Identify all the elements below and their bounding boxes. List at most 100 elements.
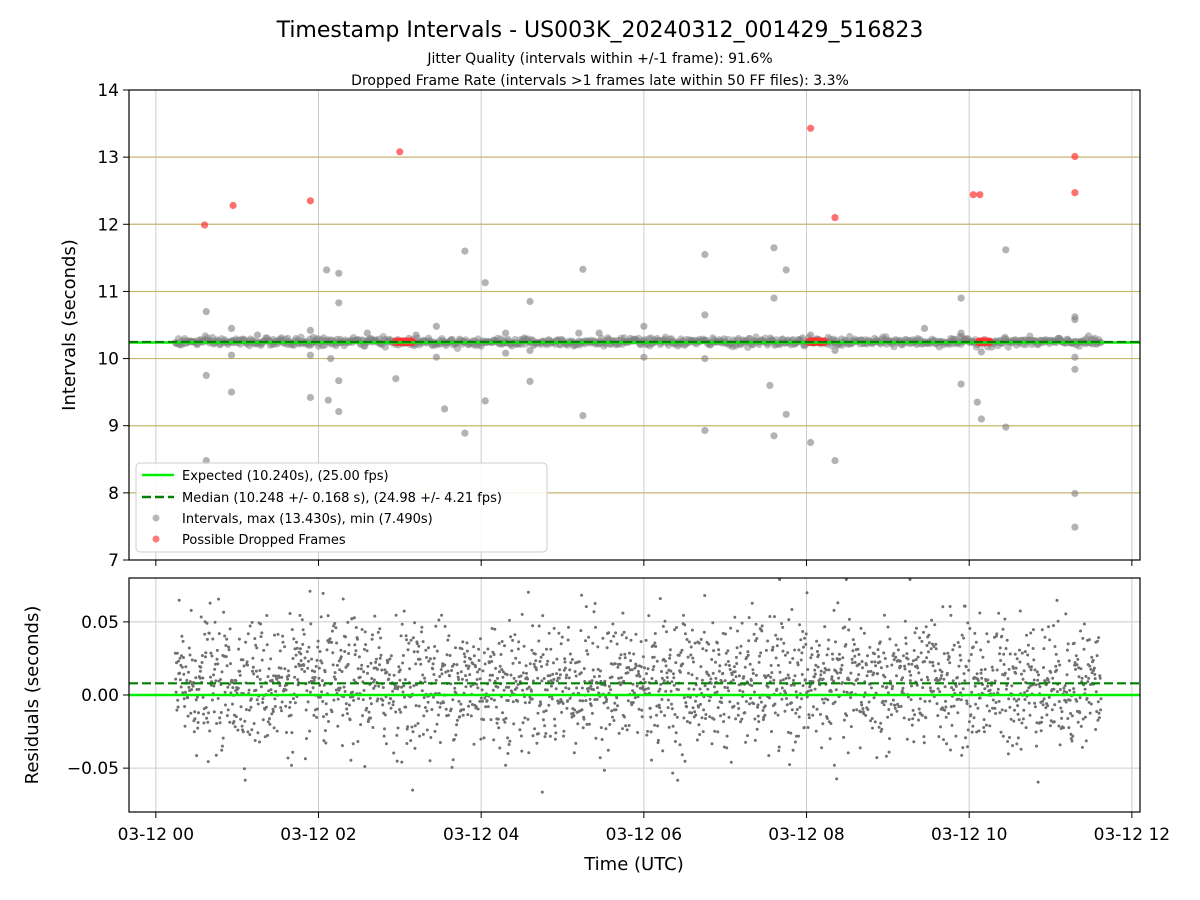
residuals-y-tick-label: −0.05 xyxy=(67,759,119,779)
residual-point xyxy=(253,637,257,641)
residual-point xyxy=(189,608,193,612)
x-tick-label: 03-12 00 xyxy=(118,825,194,845)
residual-point xyxy=(971,724,975,728)
residual-point xyxy=(199,615,203,619)
interval-outlier-point xyxy=(1071,489,1079,498)
residual-point xyxy=(794,711,798,715)
residual-point xyxy=(334,626,338,630)
interval-outlier-point xyxy=(441,405,449,413)
residual-point xyxy=(472,645,476,649)
residual-point xyxy=(776,713,780,717)
residual-point xyxy=(234,715,238,719)
residual-point xyxy=(759,651,763,655)
residual-point xyxy=(251,665,255,669)
residual-point xyxy=(680,753,684,757)
residual-point xyxy=(985,704,989,708)
residual-point xyxy=(951,679,955,683)
residual-point xyxy=(673,628,677,632)
residual-point xyxy=(1060,716,1064,720)
residual-point xyxy=(409,739,413,743)
residual-point xyxy=(1035,721,1039,725)
residual-point xyxy=(631,689,635,693)
residual-point xyxy=(836,601,840,605)
residual-point xyxy=(181,691,185,695)
residual-point xyxy=(1097,636,1101,640)
residual-point xyxy=(336,697,340,701)
residual-point xyxy=(944,699,947,703)
residual-point xyxy=(697,641,701,645)
residual-point xyxy=(928,686,932,690)
residual-point xyxy=(973,631,977,635)
residual-point xyxy=(530,689,533,693)
residual-point xyxy=(180,665,184,669)
residual-point xyxy=(1008,652,1012,656)
residual-point xyxy=(1069,712,1072,715)
residual-point xyxy=(186,714,190,718)
residual-point xyxy=(391,700,395,704)
residual-point xyxy=(305,650,309,654)
residual-point xyxy=(394,613,398,617)
residual-point xyxy=(1011,666,1015,670)
residual-point xyxy=(250,620,254,624)
residual-point xyxy=(228,720,232,724)
residual-point xyxy=(383,727,386,731)
interval-outlier-point xyxy=(335,408,343,416)
residual-point xyxy=(279,666,283,670)
residual-point xyxy=(339,648,343,652)
residual-point xyxy=(1040,716,1044,720)
residual-point xyxy=(354,626,358,629)
residual-point xyxy=(346,620,350,624)
residual-point xyxy=(509,635,513,639)
residual-point xyxy=(294,665,298,669)
residual-point xyxy=(957,682,961,686)
residual-point xyxy=(242,664,246,668)
residual-point xyxy=(1033,705,1037,709)
residual-point xyxy=(339,655,343,659)
residual-point xyxy=(669,669,673,673)
residual-point xyxy=(362,647,366,651)
residual-point xyxy=(690,673,694,677)
residual-point xyxy=(552,677,556,681)
residual-point xyxy=(884,699,888,703)
residual-point xyxy=(1016,712,1020,716)
residual-point xyxy=(729,760,733,764)
residual-point xyxy=(991,668,995,672)
residual-point xyxy=(500,668,504,671)
residual-point xyxy=(956,711,960,715)
residual-point xyxy=(949,613,953,617)
residual-point xyxy=(502,688,506,692)
residual-point xyxy=(647,614,651,618)
residual-point xyxy=(1055,668,1059,672)
residual-point xyxy=(810,653,814,657)
residual-point xyxy=(423,706,427,709)
residual-point xyxy=(610,675,614,679)
residual-point xyxy=(821,677,825,681)
residual-point xyxy=(912,649,916,652)
residual-point xyxy=(990,665,994,669)
residual-point xyxy=(349,695,352,699)
residual-point xyxy=(822,701,826,705)
residual-point xyxy=(321,700,325,703)
residual-point xyxy=(411,636,415,640)
residual-point xyxy=(792,678,795,682)
residual-point xyxy=(367,710,371,714)
residual-point xyxy=(851,661,854,665)
residual-point xyxy=(487,661,491,665)
residual-point xyxy=(300,667,304,671)
residual-point xyxy=(496,685,500,689)
residual-point xyxy=(409,638,413,642)
residual-point xyxy=(215,657,219,661)
residual-point xyxy=(494,705,498,709)
residual-point xyxy=(928,699,932,703)
residual-point xyxy=(412,684,416,688)
residual-point xyxy=(603,679,607,683)
residual-point xyxy=(949,705,953,709)
residual-point xyxy=(465,678,469,682)
residual-point xyxy=(346,662,350,666)
chart-subtitle-dropped: Dropped Frame Rate (intervals >1 frames … xyxy=(351,73,849,89)
residual-point xyxy=(1052,720,1056,724)
residual-point xyxy=(874,664,878,668)
residual-point xyxy=(541,718,545,722)
residual-point xyxy=(588,697,592,701)
residual-point xyxy=(204,655,207,659)
